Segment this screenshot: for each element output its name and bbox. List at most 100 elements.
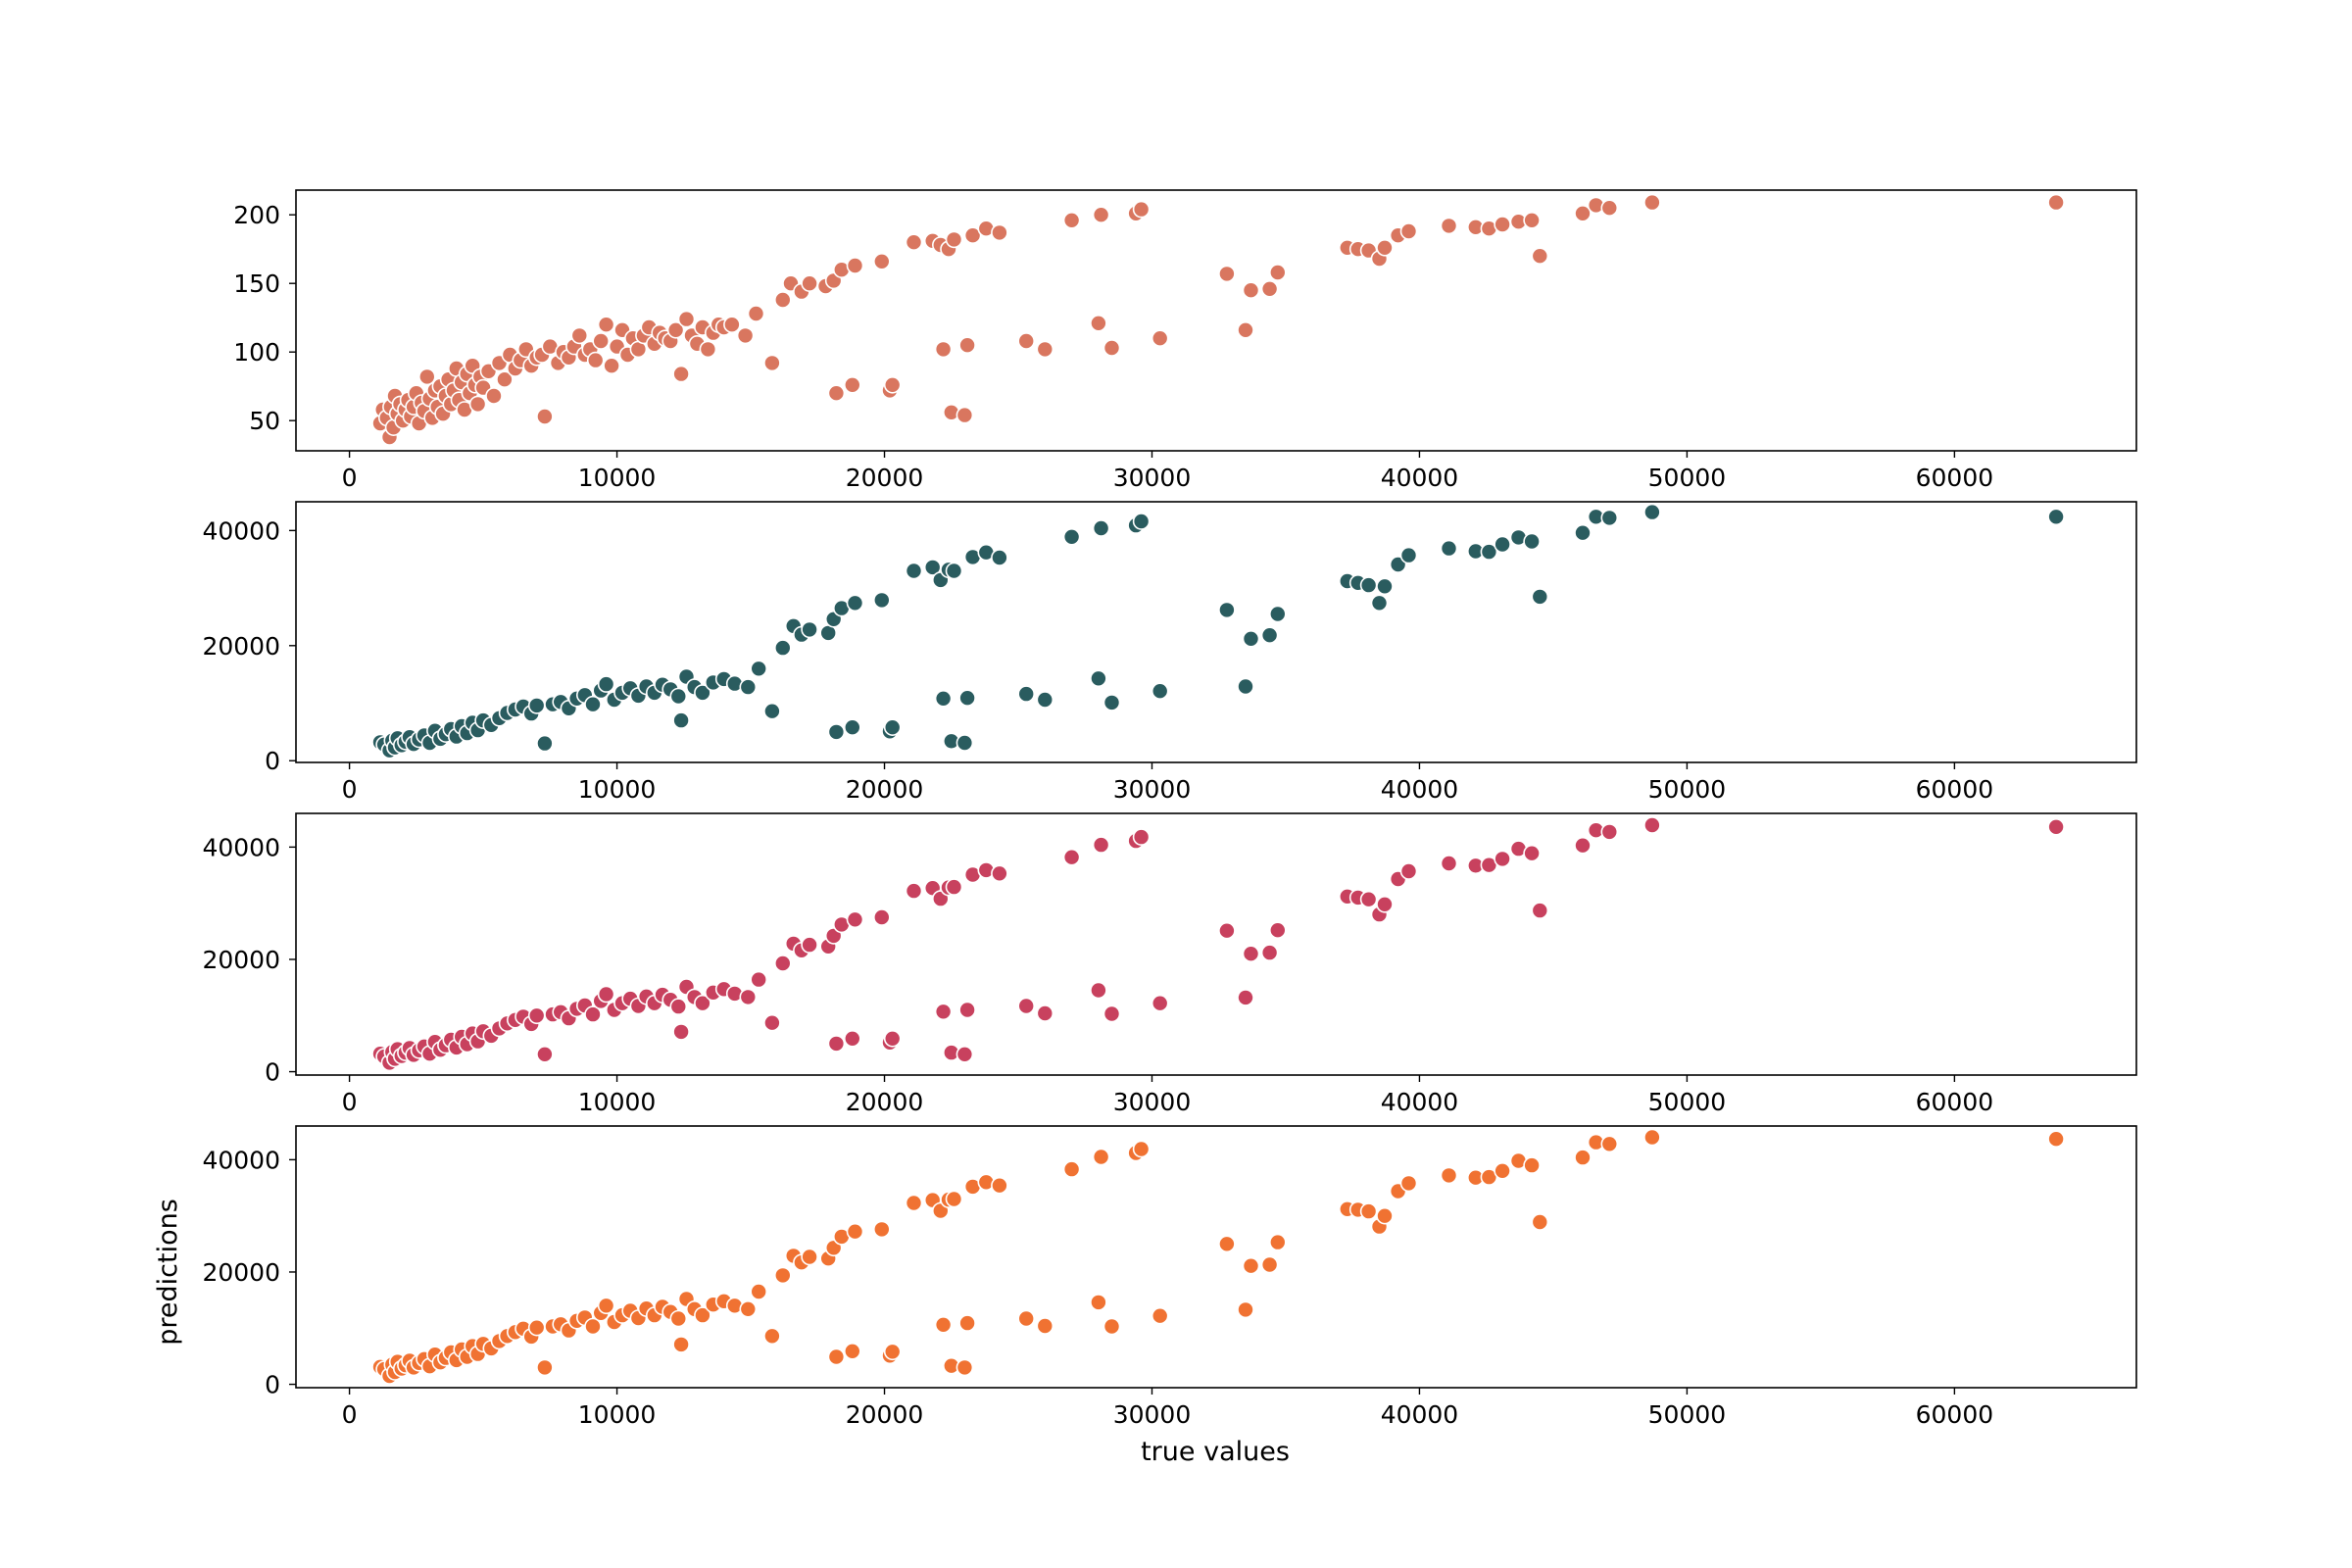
data-point [1092,206,1110,223]
data-point [739,988,758,1006]
data-point [1242,281,1260,300]
data-point [1531,902,1549,919]
y-tick-label: 200 [233,201,280,229]
data-point [958,689,976,708]
data-point [1036,1004,1054,1022]
data-point [872,908,891,926]
data-point [763,702,781,720]
data-point [827,1035,846,1053]
data-point [586,351,605,369]
x-tick-label: 0 [342,775,358,804]
plot-frame [295,189,2137,452]
data-point [496,370,514,389]
data-point [846,594,864,612]
data-point [1600,509,1619,527]
data-point [1036,340,1054,359]
data-point [1574,205,1592,222]
data-point [1600,1135,1619,1153]
data-point [1269,1233,1287,1251]
data-point [963,226,982,244]
data-point [672,1023,690,1041]
data-point [536,1358,554,1377]
data-points [371,503,2065,760]
data-point [584,1317,602,1336]
data-point [843,1030,861,1048]
data-point [883,1030,902,1048]
data-point [934,1316,953,1334]
data-point [1523,532,1541,551]
data-point [883,718,902,737]
data-point [468,395,487,414]
data-point [763,1013,781,1032]
data-point [1531,247,1549,266]
data-point [750,970,768,989]
x-tick-label: 60000 [1916,464,1994,492]
data-point [945,562,963,580]
data-point [1399,862,1418,880]
data-point [1494,216,1511,233]
y-tick-label: 50 [249,407,280,435]
scatter-panel-1: 0 10000 20000 30000 40000 50000 60000 50 100 150 2… [233,189,2137,492]
data-point [597,1297,615,1315]
data-point [1494,850,1511,868]
data-point [991,549,1008,566]
data-point [1242,629,1260,648]
data-point [2047,508,2065,526]
data-point [527,1006,546,1025]
data-point [1260,279,1279,298]
data-point [669,998,688,1015]
data-point [1102,694,1121,711]
data-point [1237,989,1254,1006]
data-point [843,1343,861,1360]
x-tick-label: 30000 [1113,775,1192,804]
data-point [1643,816,1661,834]
data-point [1574,523,1592,542]
data-point [672,1336,690,1353]
x-tick-label: 40000 [1381,464,1459,492]
data-point [1092,836,1110,854]
data-point [1242,1256,1260,1275]
data-point [801,274,818,293]
data-point [1017,1309,1035,1328]
x-tick-label: 40000 [1381,1088,1459,1116]
data-point [1237,320,1254,339]
data-point [843,375,861,394]
data-point [1376,239,1394,257]
data-point [883,1343,902,1361]
data-point [672,711,690,729]
data-point [846,1222,864,1241]
data-point [1494,535,1511,554]
data-point [1440,539,1458,558]
data-point [1494,1162,1511,1180]
data-point [1376,1206,1394,1225]
data-points [371,816,2065,1072]
data-point [1260,626,1279,645]
x-tick-label: 50000 [1648,775,1727,804]
data-point [1440,855,1458,872]
x-tick-label: 60000 [1916,1400,1994,1429]
data-point [1643,193,1661,212]
data-point [1092,519,1110,537]
data-point [1036,691,1054,709]
data-point [1132,200,1151,219]
data-point [1151,682,1169,701]
data-point [750,660,768,678]
data-point [1269,264,1287,281]
data-point [536,408,554,425]
y-tick-label: 40000 [202,516,280,545]
data-point [1242,945,1260,963]
data-point [934,1003,953,1021]
data-point [905,1194,923,1212]
data-point [1132,1140,1151,1158]
data-point [1643,503,1661,521]
data-point [1574,1149,1592,1166]
data-point [1017,997,1035,1015]
data-point [597,675,615,693]
data-point [991,864,1008,883]
data-point [945,1190,963,1208]
data-point [773,1266,792,1285]
x-tick-label: 50000 [1648,1400,1727,1429]
data-point [536,734,554,753]
data-point [747,305,765,322]
data-point [1531,1213,1549,1231]
